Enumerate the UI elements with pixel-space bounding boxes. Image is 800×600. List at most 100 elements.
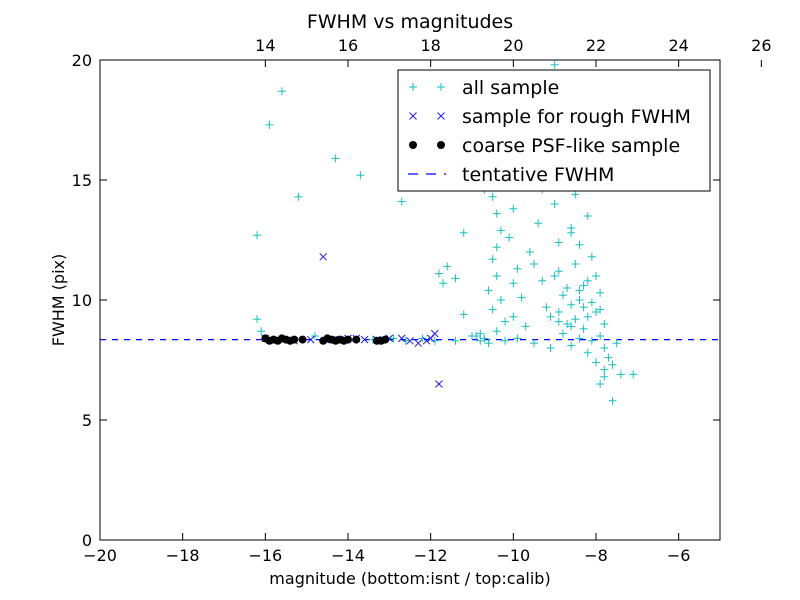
point-0-33 (496, 296, 505, 304)
point-0-48 (521, 322, 530, 331)
point-0-103 (554, 267, 563, 276)
point-0-82 (596, 332, 605, 340)
x-axis-title: magnitude (bottom:isnt / top:calib) (269, 569, 550, 588)
point-0-44 (513, 334, 522, 343)
point-0-31 (492, 272, 501, 280)
point-0-119 (401, 336, 410, 345)
legend-label-3: tentative FWHM (462, 164, 614, 186)
point-2-16 (352, 335, 361, 344)
point-0-17 (451, 336, 460, 345)
point-1-6 (426, 334, 435, 343)
legend-item-3: tentative FWHM (408, 164, 614, 186)
point-0-28 (496, 226, 505, 235)
x-tick-label-1: −18 (166, 546, 200, 565)
point-0-60 (563, 320, 572, 328)
point-0-6 (331, 154, 340, 163)
point-0-66 (575, 240, 584, 249)
top-tick-label-4: 22 (586, 36, 606, 55)
point-0-109 (592, 308, 600, 316)
point-0-37 (501, 336, 510, 345)
point-0-22 (484, 339, 493, 348)
point-0-110 (571, 315, 580, 324)
point-0-116 (476, 336, 485, 345)
point-0-26 (488, 192, 497, 201)
point-0-43 (509, 312, 518, 321)
point-0-5 (294, 192, 303, 201)
point-0-2 (257, 327, 266, 336)
point-0-102 (567, 228, 576, 237)
point-0-87 (596, 380, 605, 388)
point-0-20 (472, 332, 481, 340)
point-0-117 (430, 336, 439, 345)
point-2-8 (298, 335, 307, 344)
point-0-16 (459, 310, 468, 319)
legend: all sample sample for rough FWHM coarse PS… (397, 69, 711, 192)
y-axis-title: FWHM (pix) (49, 254, 68, 347)
point-0-81 (600, 320, 609, 328)
point-0-7 (356, 171, 365, 180)
point-1-7 (397, 334, 406, 343)
series-2 (261, 334, 390, 345)
point-0-39 (505, 233, 514, 242)
point-0-73 (583, 348, 592, 357)
point-0-68 (579, 281, 588, 290)
legend-marker-0-a (409, 83, 417, 91)
point-0-62 (567, 341, 576, 350)
point-0-27 (492, 209, 501, 218)
point-1-5 (422, 336, 431, 345)
point-0-50 (534, 219, 543, 228)
point-0-85 (600, 365, 609, 374)
point-0-1 (253, 315, 262, 324)
legend-item-1: sample for rough FWHM (409, 106, 691, 128)
axes: −20 −18 −16 −14 −12 −10 −8 −6 0 5 10 15 20 14 16 18 20 22… (72, 36, 772, 565)
point-0-118 (418, 334, 427, 343)
point-0-69 (575, 296, 584, 304)
point-0-12 (439, 279, 448, 288)
point-0-115 (575, 334, 584, 343)
y-tick-label-4: 20 (72, 51, 92, 70)
point-0-52 (542, 303, 551, 312)
point-0-59 (554, 308, 563, 316)
point-0-108 (587, 298, 596, 307)
point-0-57 (550, 272, 559, 280)
point-0-36 (492, 327, 501, 336)
point-1-0 (319, 252, 328, 261)
point-0-55 (550, 200, 559, 208)
point-0-113 (554, 317, 563, 326)
point-0-51 (538, 276, 547, 285)
x-tick-label-6: −8 (584, 546, 608, 565)
x-tick-label-7: −6 (667, 546, 691, 565)
y-tick-label-3: 15 (72, 171, 92, 190)
top-tick-label-5: 24 (668, 36, 688, 55)
point-0-78 (592, 272, 600, 280)
point-0-58 (558, 291, 567, 300)
point-1-3 (406, 336, 414, 345)
point-0-70 (583, 312, 592, 321)
point-0-34 (488, 305, 497, 314)
point-0-11 (310, 332, 319, 340)
top-tick-label-1: 16 (338, 36, 358, 55)
point-0-4 (277, 87, 286, 96)
point-0-8 (397, 197, 406, 206)
point-0-97 (550, 60, 559, 69)
point-0-77 (587, 252, 596, 261)
point-1-13 (306, 335, 315, 344)
point-0-92 (608, 396, 617, 405)
point-0-86 (608, 360, 617, 369)
legend-marker-0-b (437, 83, 445, 91)
point-0-114 (546, 312, 555, 321)
x-tick-label-2: −16 (248, 546, 282, 565)
point-0-64 (571, 190, 580, 199)
point-0-76 (583, 212, 592, 220)
point-0-83 (600, 344, 609, 352)
y-tick-label-0: 0 (82, 531, 92, 550)
legend-marker-2-b (437, 141, 445, 149)
point-0-71 (579, 324, 588, 333)
point-0-89 (612, 339, 621, 348)
x-tick-label-4: −12 (414, 546, 448, 565)
legend-box (397, 69, 711, 192)
legend-marker-1-b (437, 112, 445, 120)
legend-label-0: all sample (462, 77, 559, 99)
point-0-46 (525, 248, 534, 256)
